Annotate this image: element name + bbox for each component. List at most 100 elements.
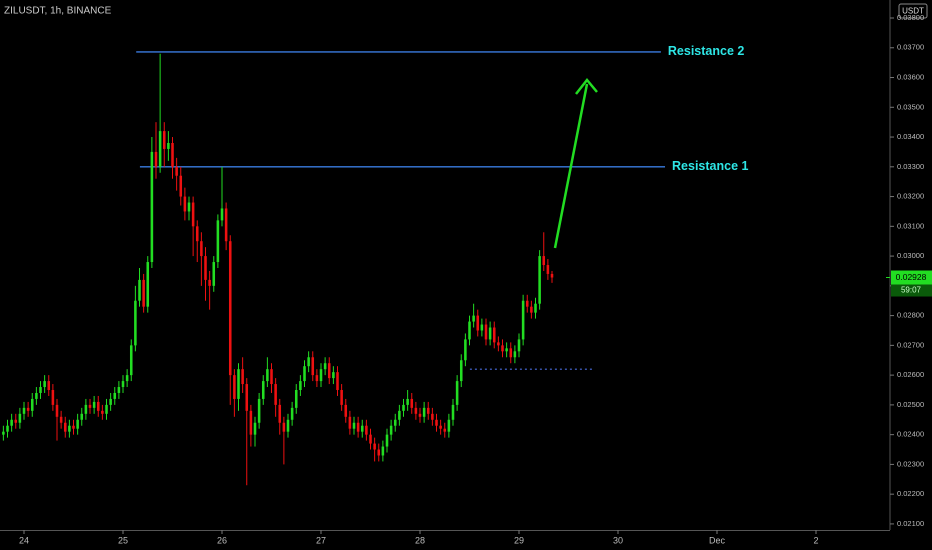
candle-body	[509, 348, 513, 358]
y-tick-label: 0.03300	[897, 162, 924, 171]
x-tick-label: 26	[217, 535, 227, 545]
candle-body	[204, 256, 207, 280]
trend-arrow	[553, 78, 598, 249]
candle-body	[241, 369, 244, 385]
x-tick-label: Dec	[709, 535, 726, 545]
candle-body	[195, 226, 199, 242]
candle-body	[84, 404, 88, 414]
candle-body	[488, 327, 492, 340]
currency-box	[898, 3, 928, 19]
candle-body	[484, 324, 488, 340]
candle-body	[212, 262, 216, 286]
candle-body	[414, 407, 418, 414]
candle-body	[369, 434, 372, 444]
candle-body	[542, 256, 546, 266]
candle-body	[435, 419, 438, 426]
candle-body	[72, 425, 75, 429]
candle-body	[381, 446, 385, 456]
candle-body	[418, 413, 422, 417]
last-price-label: 0.02928	[896, 272, 927, 282]
x-tick-label: 25	[118, 535, 128, 545]
candle-body	[150, 151, 154, 263]
candle-body	[443, 428, 447, 432]
candle-body	[517, 339, 521, 352]
candle-body	[365, 425, 368, 435]
candle-body	[129, 345, 133, 376]
candle-body	[6, 425, 9, 432]
candle-body	[55, 404, 59, 417]
candle-body	[505, 348, 508, 352]
x-tick-label: 24	[19, 535, 29, 545]
candle-body	[101, 410, 104, 414]
candle-body	[138, 279, 141, 301]
y-tick-label: 0.03700	[897, 43, 924, 52]
candle-body	[402, 404, 405, 411]
candle-body	[274, 384, 277, 405]
y-tick-label: 0.02400	[897, 430, 924, 439]
candle-body	[286, 419, 290, 432]
candle-body	[426, 407, 430, 414]
candle-body	[389, 425, 393, 435]
candle-body	[422, 407, 426, 417]
candle-body	[550, 273, 554, 278]
candle-body	[59, 416, 63, 423]
candle-body	[39, 387, 42, 393]
candle-body	[525, 300, 529, 307]
candle-body	[459, 360, 463, 382]
candle-body	[431, 413, 434, 420]
candle-body	[228, 241, 232, 376]
candle-body	[14, 419, 18, 423]
candle-body	[455, 381, 459, 405]
candle-body	[476, 315, 480, 331]
candle-body	[307, 357, 310, 367]
candle-body	[63, 422, 67, 432]
candle-body	[373, 443, 376, 450]
last-price-box	[891, 270, 932, 285]
y-tick-label: 0.03800	[897, 13, 924, 22]
arrow-head	[575, 78, 598, 95]
candle-body	[96, 401, 100, 411]
candle-body	[294, 390, 298, 408]
candle-body	[315, 375, 319, 382]
candle-body	[501, 345, 504, 352]
candle-body	[10, 419, 13, 426]
candle-body	[18, 413, 22, 423]
candle-body	[224, 208, 228, 242]
candle-body	[162, 131, 166, 149]
candle-body	[167, 142, 170, 149]
candle-body	[121, 381, 125, 388]
candle-body	[352, 422, 356, 429]
y-tick-label: 0.02700	[897, 340, 924, 349]
candle-body	[290, 407, 294, 420]
y-tick-label: 0.02500	[897, 400, 924, 409]
candle-body	[521, 300, 525, 340]
y-tick-label: 0.02600	[897, 370, 924, 379]
y-tick-label: 0.02100	[897, 519, 924, 528]
candle-body	[344, 404, 348, 417]
y-tick-label: 0.02200	[897, 489, 924, 498]
candle-body	[183, 196, 187, 212]
candle-body	[80, 413, 84, 420]
y-tick-label: 0.03000	[897, 251, 924, 260]
candle-body	[464, 339, 467, 361]
candle-body	[377, 449, 381, 456]
candle-body	[245, 384, 249, 411]
candle-body	[348, 416, 352, 429]
candle-body	[513, 351, 517, 358]
candle-body	[171, 142, 174, 167]
candle-body	[208, 279, 211, 286]
x-tick-label: 30	[613, 535, 623, 545]
candle-body	[282, 422, 286, 432]
arrow-shaft	[553, 83, 589, 249]
candle-body	[200, 241, 203, 257]
candle-body	[68, 425, 71, 432]
candle-body	[51, 390, 55, 405]
candle-body	[468, 321, 471, 340]
currency-label: USDT	[902, 7, 924, 16]
candle-body	[76, 419, 79, 429]
candle-body	[109, 398, 112, 405]
candle-body	[92, 401, 96, 408]
y-tick-label: 0.02800	[897, 311, 924, 320]
candle-body	[299, 381, 302, 391]
